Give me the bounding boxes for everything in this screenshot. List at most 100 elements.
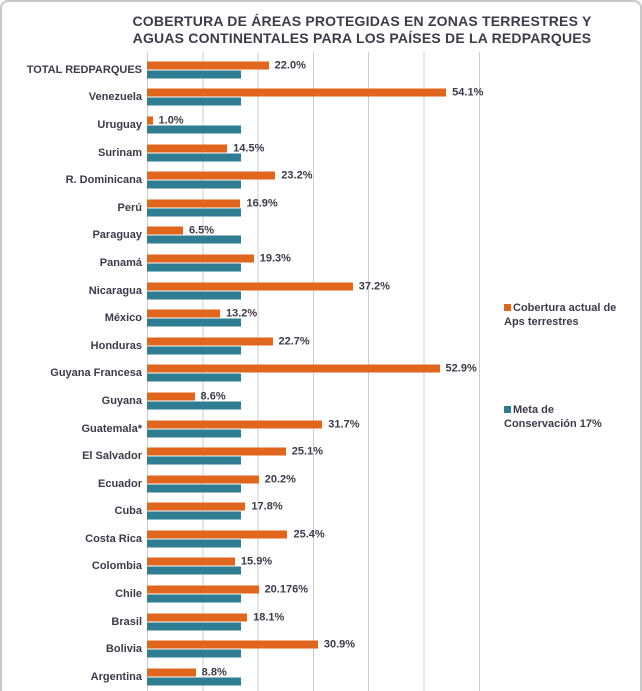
bar-meta-conservacion bbox=[147, 539, 241, 548]
chart-row: TOTAL REDPARQUES 22.0% bbox=[2, 56, 640, 84]
bar-group: 14.5% bbox=[147, 142, 264, 162]
category-label: TOTAL REDPARQUES bbox=[26, 63, 142, 76]
bar-group: 25.4% bbox=[147, 528, 325, 548]
legend-item-cobertura-actual: Cobertura actual de Aps terrestres bbox=[504, 302, 628, 330]
value-label: 19.3% bbox=[259, 252, 291, 265]
bar-cobertura-actual: 15.9% bbox=[147, 556, 272, 568]
bar-group: 31.7% bbox=[147, 418, 360, 438]
bar-meta-conservacion bbox=[147, 456, 241, 465]
category-label: Panamá bbox=[99, 256, 142, 269]
bar-meta-conservacion bbox=[147, 401, 241, 410]
value-label: 30.9% bbox=[323, 638, 356, 651]
chart-title-line2: AGUAS CONTINENTALES PARA LOS PAÍSES DE L… bbox=[132, 30, 592, 47]
chart-row: Guatemala* 31.7% bbox=[2, 415, 640, 443]
chart-row: Colombia 15.9% bbox=[2, 553, 640, 581]
value-label: 25.4% bbox=[293, 528, 325, 541]
bar-cobertura-actual: 22.7% bbox=[147, 335, 310, 347]
category-label: Colombia bbox=[91, 560, 142, 573]
bar-meta-conservacion bbox=[147, 373, 241, 382]
bar-meta-conservacion bbox=[147, 594, 241, 603]
category-label: Nicaragua bbox=[88, 284, 142, 297]
bar-group: 8.8% bbox=[147, 666, 241, 686]
value-label: 8.8% bbox=[201, 666, 227, 679]
chart-row: Guyana 8.6% bbox=[2, 387, 640, 415]
bar-cobertura-actual: 23.2% bbox=[147, 170, 312, 182]
bar-meta-conservacion bbox=[147, 318, 241, 327]
value-label: 22.7% bbox=[278, 335, 310, 348]
bar-cobertura-actual: 8.6% bbox=[147, 390, 226, 402]
bar-group: 37.2% bbox=[147, 280, 390, 300]
category-label: Uruguay bbox=[97, 118, 142, 131]
bar-cobertura-actual: 19.3% bbox=[147, 252, 291, 264]
chart-title: COBERTURA DE ÁREAS PROTEGIDAS EN ZONAS T… bbox=[92, 13, 632, 47]
bar-group: 16.9% bbox=[147, 197, 278, 217]
value-label: 22.0% bbox=[274, 59, 306, 72]
chart-row: Honduras 22.7% bbox=[2, 332, 640, 360]
value-label: 23.2% bbox=[281, 169, 313, 182]
value-label: 16.9% bbox=[246, 197, 278, 210]
value-label: 8.6% bbox=[200, 390, 226, 403]
bar-group: 52.9% bbox=[147, 363, 477, 382]
chart-row: Cuba 17.8% bbox=[2, 498, 640, 526]
category-label: R. Dominicana bbox=[65, 174, 142, 187]
chart-row: El Salvador 25.1% bbox=[2, 442, 640, 470]
value-label: 17.8% bbox=[251, 500, 283, 513]
category-label: México bbox=[104, 312, 142, 325]
bar-cobertura-actual: 54.1% bbox=[147, 87, 483, 99]
bar-cobertura-actual: 14.5% bbox=[147, 142, 264, 154]
bar-group: 15.9% bbox=[147, 556, 272, 575]
category-label: Perú bbox=[117, 201, 142, 214]
category-label: El Salvador bbox=[82, 450, 142, 463]
bar-cobertura-actual: 25.4% bbox=[147, 528, 325, 540]
value-label: 31.7% bbox=[328, 418, 360, 431]
chart-row: Chile 20.176% bbox=[2, 580, 640, 608]
bar-group: 13.2% bbox=[147, 308, 257, 327]
chart-row: Paraguay 6.5% bbox=[2, 222, 640, 250]
bar-cobertura-actual: 25.1% bbox=[147, 446, 323, 458]
category-label: Guatemala* bbox=[81, 422, 142, 435]
bar-cobertura-actual: 17.8% bbox=[147, 501, 283, 513]
bar-meta-conservacion bbox=[147, 125, 241, 134]
category-label: Guyana Francesa bbox=[50, 367, 142, 380]
bar-group: 23.2% bbox=[147, 170, 312, 189]
bar-meta-conservacion bbox=[147, 484, 241, 493]
chart-row: Costa Rica 25.4% bbox=[2, 525, 640, 553]
bar-cobertura-actual: 20.176% bbox=[147, 584, 308, 596]
value-label: 14.5% bbox=[233, 142, 265, 155]
bar-group: 25.1% bbox=[147, 446, 323, 465]
bar-cobertura-actual: 1.0% bbox=[147, 114, 184, 126]
value-label: 15.9% bbox=[240, 555, 273, 568]
bar-cobertura-actual: 52.9% bbox=[147, 363, 477, 375]
category-label: Cuba bbox=[114, 505, 143, 518]
bar-meta-conservacion bbox=[147, 649, 241, 658]
legend-label-meta-conservacion: Meta de Conservación 17% bbox=[504, 404, 602, 430]
bar-meta-conservacion bbox=[147, 263, 241, 272]
value-label: 37.2% bbox=[358, 280, 390, 293]
bar-cobertura-actual: 37.2% bbox=[147, 280, 390, 292]
bar-group: 30.9% bbox=[147, 639, 355, 658]
chart-title-line1: COBERTURA DE ÁREAS PROTEGIDAS EN ZONAS T… bbox=[132, 13, 592, 29]
chart-row: México 13.2% bbox=[2, 304, 640, 332]
value-label: 1.0% bbox=[158, 114, 184, 127]
bar-meta-conservacion bbox=[147, 511, 241, 520]
category-label: Surinam bbox=[97, 146, 142, 159]
bar-group: 54.1% bbox=[147, 87, 483, 106]
bar-meta-conservacion bbox=[147, 180, 241, 189]
legend-marker-orange-square bbox=[504, 304, 511, 311]
bar-group: 6.5% bbox=[147, 225, 241, 244]
bar-cobertura-actual: 22.0% bbox=[147, 59, 306, 71]
bar-cobertura-actual: 8.8% bbox=[147, 666, 227, 678]
bar-cobertura-actual: 20.2% bbox=[147, 473, 296, 485]
chart-row: Argentina 8.8% bbox=[2, 663, 640, 691]
bar-group: 19.3% bbox=[147, 252, 291, 272]
bar-meta-conservacion bbox=[147, 677, 241, 686]
bar-group: 20.176% bbox=[147, 584, 308, 603]
category-label: Brasil bbox=[111, 615, 142, 628]
value-label: 25.1% bbox=[291, 445, 323, 458]
bar-rows: TOTAL REDPARQUES 22.0% Venezuela 54.1% Urugu… bbox=[2, 56, 640, 691]
bar-meta-conservacion bbox=[147, 208, 241, 217]
category-label: Guyana bbox=[101, 394, 142, 407]
value-label: 18.1% bbox=[253, 611, 285, 624]
chart-row: Ecuador 20.2% bbox=[2, 470, 640, 498]
bar-cobertura-actual: 6.5% bbox=[147, 225, 214, 237]
